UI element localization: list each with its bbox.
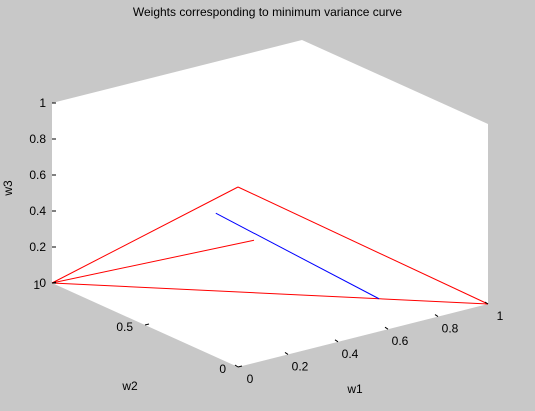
x-tick-label: 0.6	[392, 334, 409, 348]
y-tick-mark	[144, 323, 150, 326]
x-tick-mark	[334, 339, 339, 343]
z-tick-label: 0.4	[29, 204, 46, 218]
z-tick-label: 0.8	[29, 132, 46, 146]
series-0-segment-0	[237, 186, 489, 305]
x-tick-mark	[434, 314, 439, 318]
x-tick-label: 0.4	[342, 347, 359, 361]
x-axis-label: w1	[346, 382, 363, 396]
z-tick-label: 0	[39, 276, 46, 290]
series-0-segment-3	[51, 239, 255, 284]
chart-title: Weights corresponding to minimum varianc…	[132, 5, 403, 19]
x-tick-label: 1	[497, 309, 504, 323]
series-1-segment-0	[215, 212, 380, 300]
y-tick-label: 1	[33, 278, 40, 292]
x-tick-label: 0.8	[442, 322, 459, 336]
y-axis-label: w2	[121, 379, 138, 393]
x-tick-mark	[484, 301, 489, 305]
z-tick-label: 1	[39, 96, 46, 110]
x-tick-label: 0.2	[292, 359, 309, 373]
y-tick-mark	[237, 365, 243, 368]
z-tick-label: 0.6	[29, 168, 46, 182]
z-axis-label: w3	[1, 180, 15, 197]
x-tick-mark	[234, 364, 239, 368]
series-0-segment-2	[51, 186, 239, 284]
x-tick-mark	[384, 326, 389, 330]
x-tick-mark	[284, 351, 289, 355]
y-tick-label: 0	[219, 362, 226, 376]
axes-box	[52, 40, 488, 367]
series-0-segment-1	[51, 282, 489, 305]
y-tick-label: 0.5	[116, 320, 133, 334]
x-tick-label: 0	[247, 372, 254, 386]
z-tick-label: 0.2	[29, 240, 46, 254]
